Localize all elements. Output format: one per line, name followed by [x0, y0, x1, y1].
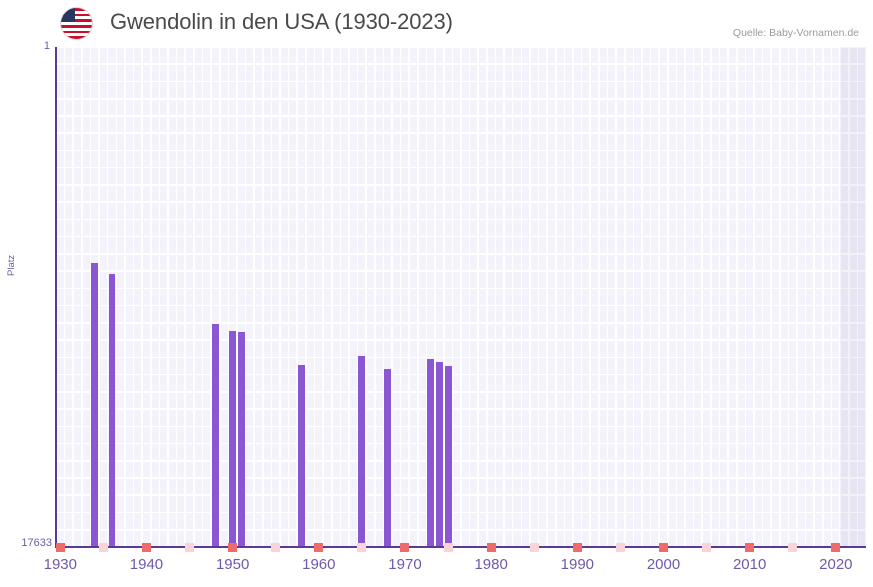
x-tick-1950: [228, 543, 238, 552]
x-tick-1970: [400, 543, 410, 552]
bar-1958[interactable]: [298, 364, 306, 547]
x-axis-line: [55, 546, 866, 548]
us-flag-icon: [60, 7, 93, 40]
x-axis-label-2010: 2010: [732, 556, 767, 573]
x-axis-label-1930: 1930: [43, 556, 77, 573]
x-axis-label-1980: 1980: [474, 556, 508, 573]
y-axis-line: [55, 47, 57, 547]
bar-1948[interactable]: [211, 323, 219, 547]
bar-1950[interactable]: [229, 330, 237, 547]
y-axis-top-label: 1: [43, 40, 50, 52]
x-minor-tick-1985: [529, 543, 539, 552]
x-tick-1930: [55, 543, 65, 552]
bar-1975[interactable]: [444, 365, 452, 547]
x-minor-tick-2015: [788, 543, 798, 552]
x-tick-2010: [745, 543, 755, 552]
x-axis-label-1970: 1970: [388, 556, 422, 573]
x-axis-label-1960: 1960: [302, 556, 336, 573]
x-minor-tick-1955: [271, 543, 281, 552]
x-tick-2020: [831, 543, 841, 552]
vertical-gridlines: [55, 47, 867, 547]
page-title: Gwendolin in den USA (1930-2023): [110, 9, 453, 34]
chart-header: Gwendolin in den USA (1930-2023) Quelle:…: [0, 0, 873, 47]
x-tick-1960: [314, 543, 324, 552]
bar-1974[interactable]: [436, 362, 443, 547]
x-tick-1940: [141, 543, 151, 552]
bar-1973[interactable]: [427, 358, 435, 547]
x-axis-label-1940: 1940: [129, 556, 164, 573]
y-axis-bottom-label: 17633: [21, 537, 52, 549]
x-minor-tick-1935: [98, 543, 108, 552]
bar-1934[interactable]: [91, 263, 99, 547]
x-tick-1980: [486, 543, 496, 552]
bar-1936[interactable]: [108, 274, 116, 547]
x-minor-tick-1945: [185, 543, 195, 552]
bar-series: [56, 47, 866, 547]
x-minor-tick-1995: [615, 543, 625, 552]
bar-1951[interactable]: [237, 331, 245, 547]
x-minor-tick-1975: [443, 543, 453, 552]
source-attribution: Quelle: Baby-Vornamen.de: [732, 27, 859, 39]
bar-1965[interactable]: [358, 355, 366, 547]
x-axis-label-1950: 1950: [215, 556, 250, 573]
x-tick-2000: [659, 543, 668, 552]
x-axis-label-1990: 1990: [560, 556, 595, 573]
x-axis-labels: 1930 1940 1950 1960 1970 1980 1990 2000 2010 2020: [0, 556, 873, 580]
plot-area: [55, 46, 867, 548]
x-minor-tick-2005: [702, 543, 712, 552]
x-axis-ticks: [55, 543, 866, 552]
x-axis-label-2020: 2020: [819, 556, 853, 573]
x-axis-label-2000: 2000: [646, 556, 681, 573]
x-tick-1990: [572, 543, 582, 552]
x-minor-tick-1965: [357, 543, 367, 552]
y-axis-title: Platz: [6, 254, 17, 276]
bar-1968[interactable]: [384, 368, 392, 547]
